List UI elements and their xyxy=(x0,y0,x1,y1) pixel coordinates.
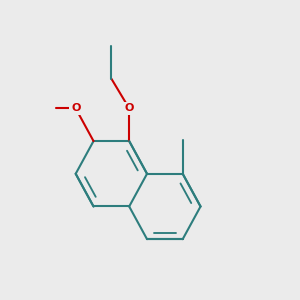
Text: O: O xyxy=(124,103,134,113)
Text: O: O xyxy=(71,103,80,113)
